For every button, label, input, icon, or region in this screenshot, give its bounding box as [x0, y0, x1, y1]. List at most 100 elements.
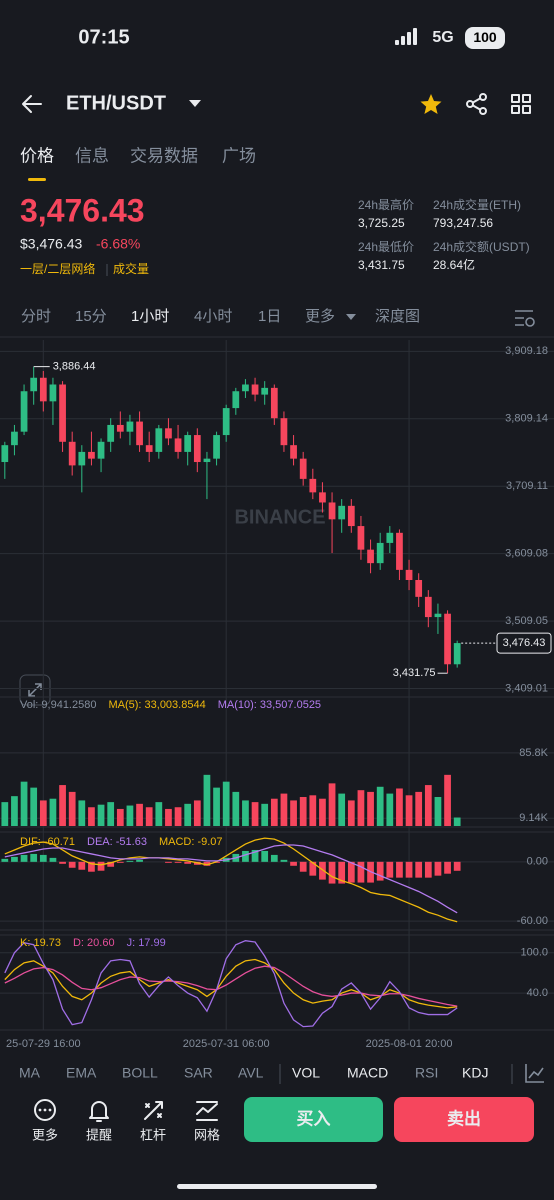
- action-grid[interactable]: [196, 1101, 218, 1121]
- macd-bar: [136, 859, 143, 862]
- action-more[interactable]: [34, 1099, 56, 1121]
- volume-bar: [376, 786, 384, 826]
- tab-indicator: [28, 178, 46, 181]
- volume-bar: [299, 797, 307, 826]
- sell-button[interactable]: [394, 1097, 534, 1142]
- indicator-tab[interactable]: VOL: [292, 1065, 320, 1081]
- macd-bar: [116, 861, 124, 863]
- candle-body: [222, 408, 230, 436]
- volume-bar: [453, 817, 461, 826]
- action-label[interactable]: 网格: [194, 1127, 220, 1142]
- share-button[interactable]: [466, 93, 487, 115]
- macd-bar: [39, 854, 47, 862]
- candle-body: [136, 421, 143, 446]
- macd-bar: [405, 861, 413, 878]
- action-leverage[interactable]: [144, 1101, 163, 1120]
- macd-bar: [453, 861, 461, 871]
- volume-bar: [49, 798, 57, 826]
- sell-label[interactable]: 卖出: [447, 1108, 481, 1128]
- candle-body: [319, 492, 326, 503]
- interval[interactable]: 4小时: [194, 308, 232, 325]
- action-label[interactable]: 更多: [32, 1127, 58, 1142]
- last-price-box: [496, 632, 552, 654]
- candle-body: [49, 384, 57, 402]
- action-alert[interactable]: [89, 1101, 109, 1122]
- volume-bar: [338, 793, 346, 826]
- candle-body: [59, 384, 66, 442]
- candle-body: [11, 431, 18, 446]
- legend-entry: DEA: -51.63: [87, 836, 147, 848]
- candle-body: [290, 445, 297, 459]
- y-tick-label: 3,709.11: [506, 480, 548, 492]
- stat-value: 3,725.25: [358, 216, 405, 230]
- macd-bar: [68, 861, 76, 868]
- candle-body: [405, 569, 413, 580]
- buy-label[interactable]: 买入: [297, 1109, 331, 1128]
- indicator-tab[interactable]: BOLL: [122, 1065, 158, 1081]
- tag[interactable]: 一层/二层网络: [20, 261, 95, 276]
- indicator-tab[interactable]: AVL: [238, 1065, 264, 1081]
- indicator-tab[interactable]: MA: [19, 1065, 41, 1081]
- stat-value: 3,431.75: [358, 258, 405, 272]
- candle-body: [299, 458, 307, 479]
- y-tick-label: 3,409.01: [505, 682, 548, 694]
- volume-bar: [415, 791, 423, 826]
- volume-bar: [165, 808, 172, 826]
- interval[interactable]: 1小时: [131, 308, 169, 325]
- pair-title[interactable]: ETH/USDT: [66, 92, 166, 114]
- indicator-tab[interactable]: MACD: [347, 1065, 388, 1081]
- tag[interactable]: 成交量: [113, 261, 149, 276]
- candle-body: [116, 424, 124, 432]
- indicator-tab[interactable]: KDJ: [462, 1065, 488, 1081]
- macd-bar: [290, 861, 297, 866]
- interval[interactable]: 15分: [75, 308, 107, 325]
- interval[interactable]: 1日: [258, 308, 281, 325]
- volume-bar: [11, 796, 18, 826]
- tab[interactable]: 广场: [222, 146, 256, 165]
- volume-bar: [261, 803, 269, 826]
- macd-bar: [203, 861, 211, 866]
- macd-bar: [396, 861, 403, 878]
- indicator-tab[interactable]: SAR: [184, 1065, 213, 1081]
- macd-bar: [20, 854, 28, 862]
- chart-settings[interactable]: [515, 310, 535, 327]
- volume-bar: [386, 793, 394, 826]
- action-label[interactable]: 提醒: [86, 1127, 112, 1142]
- buy-button[interactable]: [244, 1097, 383, 1142]
- status-time: 07:15: [78, 26, 129, 48]
- legend-entry: D: 20.60: [73, 937, 115, 949]
- favorite-star[interactable]: [420, 94, 442, 114]
- volume-bar: [367, 791, 374, 826]
- indicator-settings[interactable]: [525, 1064, 544, 1083]
- last-price: 3,476.43: [20, 192, 145, 228]
- macd-bar: [174, 861, 182, 863]
- volume-bar: [30, 787, 38, 826]
- volume-bar: [20, 781, 28, 826]
- indicator-tab[interactable]: RSI: [415, 1065, 438, 1081]
- interval[interactable]: 深度图: [375, 308, 420, 325]
- interval[interactable]: 更多: [305, 308, 335, 325]
- indicator-tab[interactable]: EMA: [66, 1065, 97, 1081]
- candle-body: [88, 451, 95, 459]
- tab[interactable]: 价格: [20, 146, 54, 165]
- volume-bar: [116, 808, 124, 826]
- expand-button[interactable]: [19, 674, 51, 706]
- candle-body: [213, 435, 220, 459]
- x-tick-label: 25-07-29 16:00: [6, 1038, 81, 1050]
- candle-body: [78, 451, 86, 466]
- indicator-line: [4, 844, 458, 914]
- action-label[interactable]: 杠杆: [140, 1127, 166, 1142]
- tab[interactable]: 信息: [75, 146, 109, 165]
- interval[interactable]: 分时: [21, 308, 51, 325]
- volume-bar: [145, 807, 153, 826]
- back-button[interactable]: [22, 95, 42, 113]
- macd-bar: [309, 861, 317, 876]
- layout-button[interactable]: [511, 94, 531, 114]
- more-dropdown[interactable]: [346, 314, 356, 320]
- pair-dropdown[interactable]: [189, 100, 201, 107]
- macd-bar: [1, 858, 9, 862]
- tab[interactable]: 交易数据: [130, 146, 198, 165]
- legend-entry: Vol: 9,941.2580: [20, 699, 96, 711]
- candle-body: [386, 532, 394, 543]
